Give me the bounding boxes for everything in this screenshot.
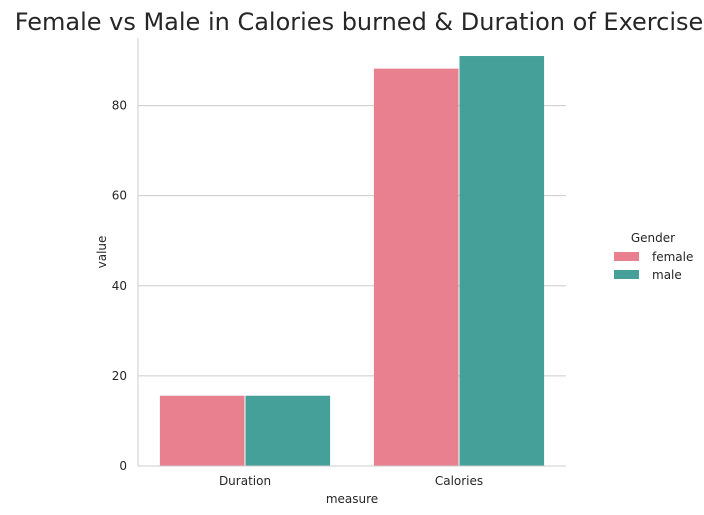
x-tick-label: Calories bbox=[435, 474, 483, 488]
x-tick-label: Duration bbox=[219, 474, 271, 488]
bar-female-duration bbox=[159, 395, 245, 466]
y-tick-label: 20 bbox=[112, 369, 127, 383]
legend-items: female male bbox=[614, 250, 693, 282]
y-axis-label: value bbox=[95, 236, 109, 269]
y-tick-labels: 0 20 40 60 80 bbox=[112, 99, 127, 473]
bars bbox=[159, 56, 545, 466]
bar-male-duration bbox=[245, 395, 331, 466]
y-tick-label: 80 bbox=[112, 99, 127, 113]
y-tick-label: 0 bbox=[119, 459, 127, 473]
x-tick-labels: Duration Calories bbox=[219, 474, 483, 488]
bar-female-calories bbox=[373, 68, 459, 466]
x-axis-label: measure bbox=[326, 492, 378, 506]
y-tick-label: 60 bbox=[112, 189, 127, 203]
legend-swatch-female bbox=[614, 252, 639, 261]
legend: Gender female male bbox=[614, 231, 693, 282]
legend-title: Gender bbox=[631, 231, 675, 245]
legend-label-female: female bbox=[652, 250, 693, 264]
y-tick-label: 40 bbox=[112, 279, 127, 293]
chart-title: Female vs Male in Calories burned & Dura… bbox=[15, 8, 704, 36]
legend-label-male: male bbox=[652, 268, 682, 282]
legend-swatch-male bbox=[614, 270, 639, 279]
bar-male-calories bbox=[459, 56, 545, 466]
